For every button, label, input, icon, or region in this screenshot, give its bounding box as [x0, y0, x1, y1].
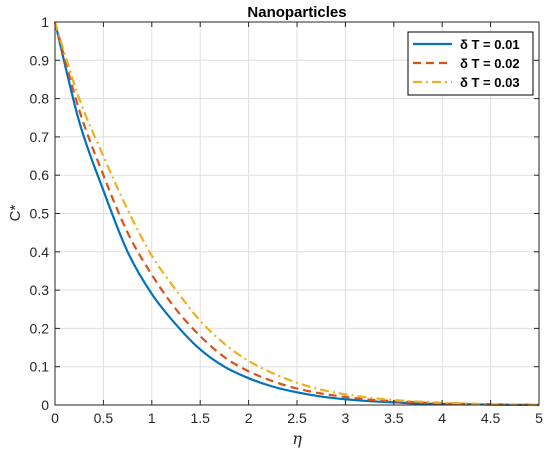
- y-tick-label: 0.8: [30, 91, 50, 107]
- x-tick-label: 3.5: [384, 410, 404, 426]
- y-tick-label: 1: [41, 14, 49, 30]
- x-tick-label: 0: [51, 410, 59, 426]
- x-tick-label: 3: [342, 410, 350, 426]
- y-tick-label: 0.4: [30, 244, 50, 260]
- y-tick-label: 0.7: [30, 129, 50, 145]
- legend-label-3: δ T = 0.03: [460, 75, 520, 90]
- legend: δ T = 0.01 δ T = 0.02 δ T = 0.03: [407, 31, 534, 96]
- tick-labels: 0 0.5 1 1.5 2 2.5 3 3.5 4 4.5 5 0 0.1 0.2 0.3 0.4 0.5 0.6…: [30, 14, 544, 426]
- y-tick-label: 0.6: [30, 167, 50, 183]
- chart-title: Nanoparticles: [247, 4, 346, 21]
- legend-label-2: δ T = 0.02: [460, 56, 520, 71]
- x-tick-label: 4: [438, 410, 446, 426]
- series-line-2: [53, 21, 540, 407]
- series-line-3: [53, 21, 540, 407]
- y-tick-label: 0.2: [30, 320, 50, 336]
- y-tick-label: 0: [41, 397, 49, 413]
- y-tick-label: 0.5: [30, 206, 50, 222]
- x-tick-label: 1: [148, 410, 156, 426]
- y-axis-label: C*: [7, 205, 24, 222]
- y-tick-label: 0.9: [30, 52, 50, 68]
- series-layer: [53, 21, 540, 407]
- x-tick-label: 2: [245, 410, 253, 426]
- x-tick-label: 5: [535, 410, 543, 426]
- x-tick-label: 0.5: [94, 410, 114, 426]
- ticks: [54, 21, 540, 406]
- x-tick-label: 1.5: [190, 410, 210, 426]
- legend-label-1: δ T = 0.01: [460, 37, 520, 52]
- x-axis-label: η: [292, 429, 302, 448]
- y-tick-label: 0.1: [30, 359, 50, 375]
- x-tick-label: 4.5: [481, 410, 501, 426]
- y-tick-label: 0.3: [30, 282, 50, 298]
- x-tick-label: 2.5: [287, 410, 307, 426]
